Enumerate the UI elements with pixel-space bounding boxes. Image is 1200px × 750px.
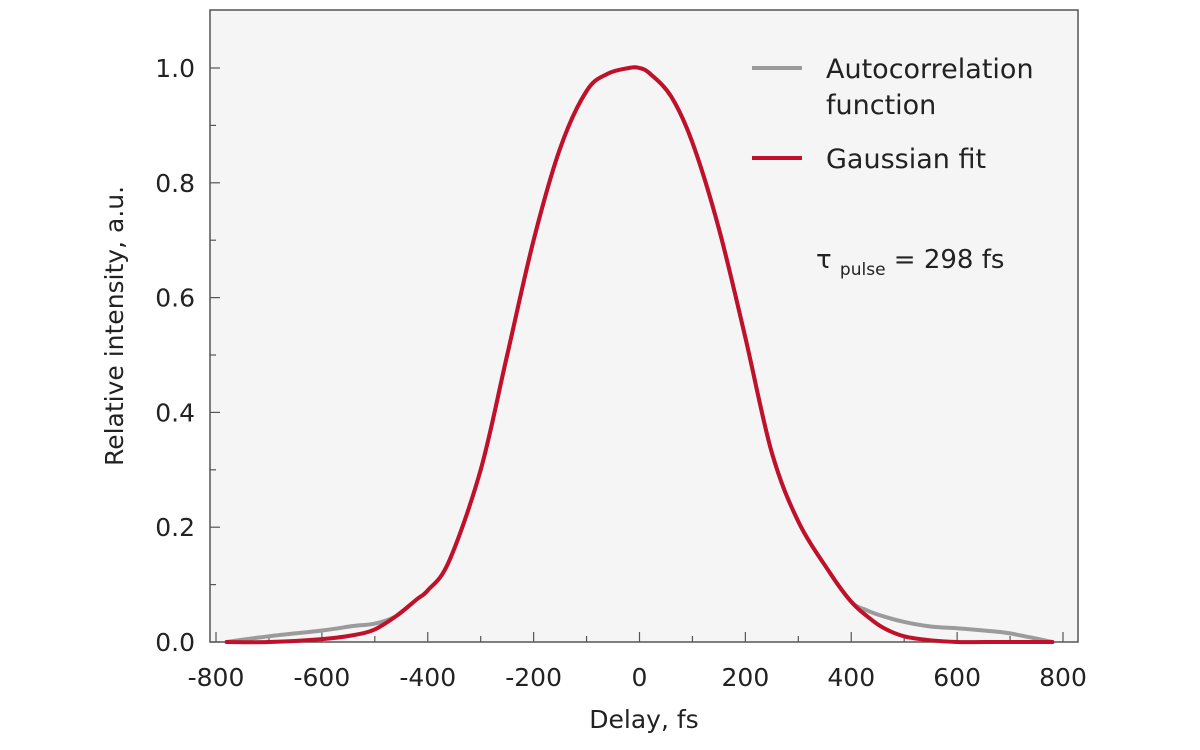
- x-tick-label: 800: [1039, 663, 1087, 692]
- x-tick-label: -200: [505, 663, 562, 692]
- x-axis-title: Delay, fs: [589, 705, 698, 734]
- pulse-subscript: pulse: [840, 260, 886, 280]
- x-tick-label: -600: [294, 663, 351, 692]
- y-tick-label: 0.8: [155, 169, 195, 198]
- x-tick-label: 200: [722, 663, 770, 692]
- x-tick-label: 600: [933, 663, 981, 692]
- y-tick-label: 0.4: [155, 398, 195, 427]
- y-tick-label: 0.2: [155, 513, 195, 542]
- legend: Autocorrelation function Gaussian fit: [752, 54, 1042, 175]
- y-tick-label: 0.6: [155, 284, 195, 313]
- plot-area: [209, 9, 1079, 643]
- x-tick-label: 400: [827, 663, 875, 692]
- legend-label-autocorrelation-line2: function: [826, 90, 936, 121]
- x-tick-label: -400: [399, 663, 456, 692]
- legend-label-autocorrelation: Autocorrelation function: [826, 54, 1042, 121]
- x-tick-label: -800: [188, 663, 245, 692]
- x-tick-label: 0: [632, 663, 648, 692]
- pulse-duration-annotation: τ pulse = 298 fs: [816, 245, 1004, 282]
- legend-label-autocorrelation-line1: Autocorrelation: [826, 54, 1034, 85]
- gaussian-fit-line: [224, 65, 1055, 645]
- y-axis: 0.0 0.2 0.4 0.6 0.8 1.0: [155, 54, 220, 657]
- y-tick-label: 1.0: [155, 54, 195, 83]
- legend-label-gaussian: Gaussian fit: [826, 144, 986, 175]
- pulse-value: = 298 fs: [894, 245, 1005, 275]
- y-axis-title: Relative intensity, a.u.: [100, 186, 129, 466]
- x-axis: -800 -600 -400 -200 0 200 400 600 800: [188, 632, 1087, 692]
- series-layer: [224, 65, 1055, 645]
- y-tick-label: 0.0: [155, 628, 195, 657]
- pulse-symbol: τ: [816, 245, 832, 275]
